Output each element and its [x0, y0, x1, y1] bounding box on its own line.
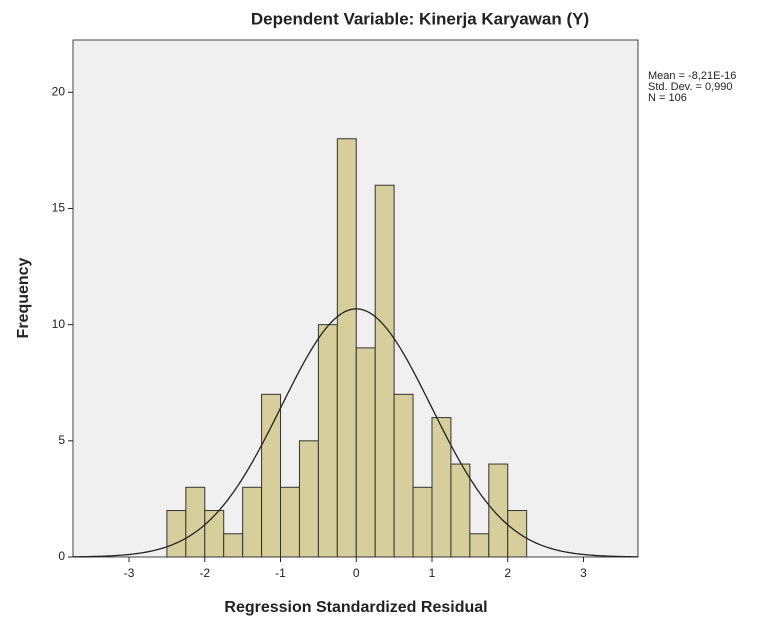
bar: [507, 510, 528, 558]
x-tick-label: 3: [580, 566, 587, 580]
stat-label: Mean = -8,21E-16: [648, 70, 736, 82]
x-tick-label: -2: [199, 566, 210, 580]
bar: [280, 486, 300, 558]
stat-label: N = 106: [648, 92, 687, 104]
bar: [317, 324, 338, 558]
x-tick-label: 2: [504, 566, 511, 580]
y-axis-label: Frequency: [15, 257, 32, 338]
bar: [204, 510, 225, 558]
bar: [336, 138, 357, 558]
bar: [412, 486, 433, 558]
x-tick-label: -1: [275, 566, 286, 580]
bar: [488, 463, 509, 558]
y-tick-label: 0: [58, 549, 65, 563]
x-tick-label: -3: [124, 566, 135, 580]
bar: [261, 393, 282, 558]
y-tick-label: 5: [58, 433, 65, 447]
chart-title: Dependent Variable: Kinerja Karyawan (Y): [251, 9, 589, 28]
bar: [374, 184, 395, 558]
bar: [223, 533, 244, 558]
bar: [450, 463, 471, 558]
bar: [355, 347, 376, 558]
x-tick-label: 0: [353, 566, 360, 580]
bar: [298, 440, 319, 558]
bar: [166, 510, 187, 558]
bar: [242, 486, 263, 558]
y-tick-label: 20: [52, 84, 66, 98]
normal-curve: [72, 308, 639, 558]
y-tick-label: 15: [52, 201, 66, 215]
bar: [393, 393, 414, 558]
x-axis-label: Regression Standardized Residual: [224, 599, 487, 616]
bar: [185, 486, 206, 558]
y-tick-label: 10: [52, 317, 66, 331]
stat-label: Std. Dev. = 0,990: [648, 81, 733, 93]
bar: [469, 533, 490, 558]
x-tick-label: 1: [429, 566, 436, 580]
